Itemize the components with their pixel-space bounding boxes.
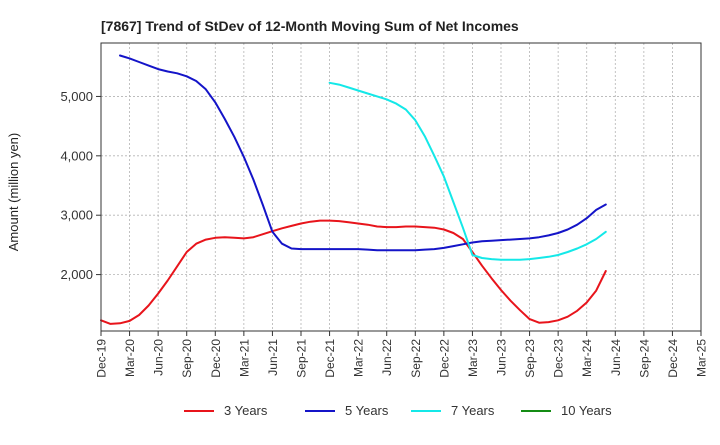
x-tick-label: Sep-24 — [637, 339, 651, 378]
y-axis-label: Amount (million yen) — [6, 133, 21, 252]
y-tick-label: 3,000 — [60, 208, 93, 223]
x-tick-label: Dec-19 — [95, 339, 109, 378]
y-tick-label: 4,000 — [60, 148, 93, 163]
legend-label-3-years: 3 Years — [224, 403, 268, 418]
y-tick-label: 2,000 — [60, 267, 93, 282]
x-tick-label: Dec-23 — [552, 339, 566, 378]
x-tick-label: Jun-22 — [380, 339, 394, 376]
x-tick-label: Dec-24 — [666, 339, 680, 378]
x-tick-label: Jun-23 — [495, 339, 509, 376]
y-tick-label: 5,000 — [60, 89, 93, 104]
x-tick-label: Jun-20 — [152, 339, 166, 376]
x-tick-label: Sep-22 — [409, 339, 423, 378]
legend-label-7-years: 7 Years — [451, 403, 495, 418]
x-tick-label: Dec-22 — [437, 339, 451, 378]
x-tick-label: Mar-21 — [237, 339, 251, 377]
plot-frame — [100, 42, 702, 332]
x-tick-label: Jun-21 — [266, 339, 280, 376]
legend-label-5-years: 5 Years — [345, 403, 389, 418]
series-line-5-years — [119, 54, 607, 252]
axes: 2,000 3,000 4,000 5,000 Dec-19 Mar-20 Jun-20 Se… — [60, 42, 709, 378]
plot-area — [101, 43, 701, 331]
x-tick-label: Mar-25 — [695, 339, 709, 377]
x-tick-label: Sep-23 — [523, 339, 537, 378]
series-lines — [100, 54, 607, 325]
x-tick-label: Jun-24 — [609, 339, 623, 376]
x-tick-label: Dec-21 — [323, 339, 337, 378]
series-line-7-years — [328, 81, 607, 261]
chart-title: [7867] Trend of StDev of 12-Month Moving… — [101, 18, 519, 34]
x-tick-label: Mar-23 — [466, 339, 480, 377]
series-line-3-years — [100, 219, 607, 325]
x-tick-label: Sep-21 — [295, 339, 309, 378]
x-tick-label: Mar-22 — [352, 339, 366, 377]
x-tick-label: Dec-20 — [209, 339, 223, 378]
x-tick-label: Sep-20 — [180, 339, 194, 378]
plot-background — [101, 43, 701, 331]
legend: 3 Years 5 Years 7 Years 10 Years — [184, 403, 612, 418]
x-tick-label: Mar-20 — [123, 339, 137, 377]
legend-label-10-years: 10 Years — [561, 403, 612, 418]
x-tick-label: Mar-24 — [580, 339, 594, 377]
